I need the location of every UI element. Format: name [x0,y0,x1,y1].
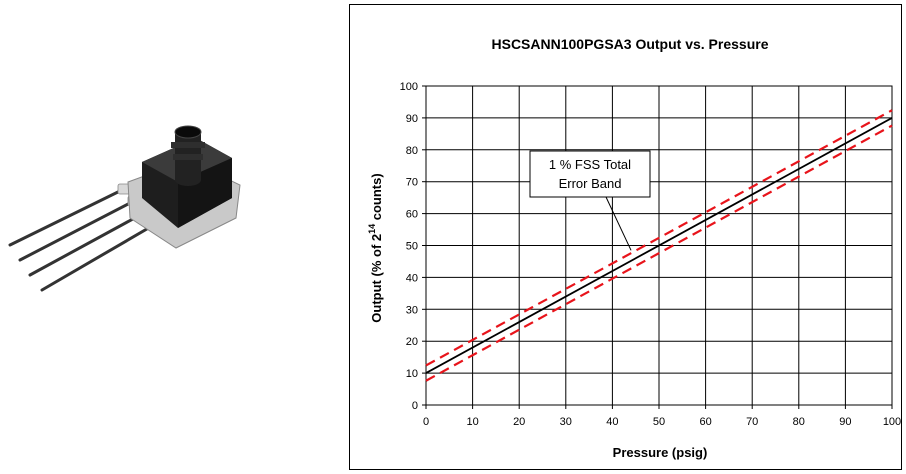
annotation-box [529,150,651,198]
x-tick-label: 50 [653,416,665,428]
y-tick-label: 10 [406,368,418,380]
x-tick-label: 40 [606,416,618,428]
sensor-port [171,125,205,186]
x-tick-label: 20 [513,416,525,428]
annotation-line-2: Error Band [559,176,622,191]
x-tick-label: 100 [883,416,901,428]
annotation: 1 % FSS Total Error Band [529,150,651,251]
x-tick-label: 70 [746,416,758,428]
chart: HSCSANN100PGSA3 Output vs. Pressure 0 10 2… [367,36,901,460]
y-tick-label: 20 [406,336,418,348]
x-tick-label: 60 [699,416,711,428]
y-tick-label: 30 [406,304,418,316]
y-tick-label: 90 [406,113,418,125]
y-tick-label: 50 [406,241,418,253]
annotation-line-1: 1 % FSS Total [549,157,631,172]
x-tick-labels: 0 10 20 30 40 50 60 70 80 90 100 [423,416,901,428]
x-tick-label: 0 [423,416,429,428]
y-tick-label: 100 [400,81,418,93]
y-axis-label-main: Output (% of 2 [369,234,384,323]
y-tick-labels: 0 10 20 30 40 50 60 70 80 90 100 [400,81,418,412]
y-tick-label: 80 [406,145,418,157]
plot-area [425,85,893,406]
annotation-pointer [605,196,632,251]
output-line [425,117,893,374]
y-tick-label: 60 [406,209,418,221]
chart-title: HSCSANN100PGSA3 Output vs. Pressure [492,36,769,52]
y-tick-label: 70 [406,177,418,189]
sensor-pins [8,188,154,292]
x-tick-label: 30 [560,416,572,428]
chart-frame: HSCSANN100PGSA3 Output vs. Pressure 0 10 2… [349,4,902,470]
chart-grid [422,85,893,409]
x-tick-label: 10 [466,416,478,428]
x-axis-label: Pressure (psig) [613,445,708,460]
y-tick-label: 0 [412,400,418,412]
error-band-line [425,124,893,382]
y-axis-label: Output (% of 214 counts) [367,173,384,322]
y-tick-label: 40 [406,272,418,284]
x-tick-label: 90 [839,416,851,428]
y-axis-label-end: counts) [369,173,384,224]
chart-series [425,109,893,382]
y-axis-label-superscript: 14 [367,224,377,234]
error-band-line [425,109,893,367]
sensor-photo [8,125,241,292]
x-tick-label: 80 [793,416,805,428]
